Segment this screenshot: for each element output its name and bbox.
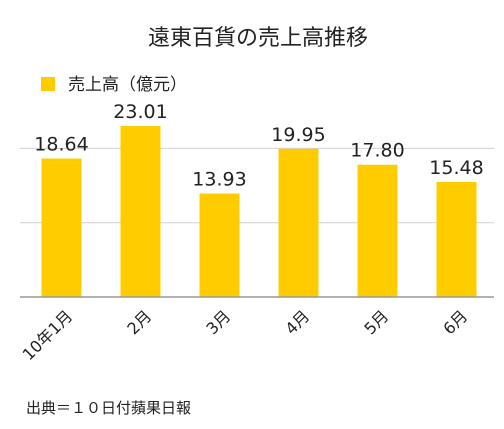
bars	[41, 126, 477, 297]
x-tick-label-1: 2月	[123, 306, 155, 338]
x-tick-label-3: 4月	[281, 306, 313, 338]
value-label-3: 19.95	[271, 124, 325, 146]
value-labels: 18.64 23.01 13.93 19.95 17.80 15.48	[34, 101, 483, 190]
x-tick-label-4: 5月	[360, 306, 392, 338]
x-tick-label-2: 3月	[202, 306, 234, 338]
chart-title: 遠東百貨の売上高推移	[148, 26, 368, 51]
x-tick-label-0: 10年1月	[19, 306, 77, 364]
value-label-1: 23.01	[113, 101, 167, 123]
bar-2	[199, 193, 240, 297]
legend-swatch	[41, 77, 55, 91]
bar-1	[120, 126, 161, 297]
source-note: 出典＝１０日付蘋果日報	[26, 399, 191, 417]
x-axis-tick-labels: 10年1月 2月 3月 4月 5月 6月	[19, 306, 472, 364]
bar-0	[41, 158, 82, 297]
gridlines	[20, 147, 494, 224]
x-tick-label-5: 6月	[439, 306, 471, 338]
bar-5	[436, 181, 477, 297]
value-label-2: 13.93	[192, 169, 246, 191]
bar-4	[357, 164, 398, 297]
legend-label: 売上高（億元）	[68, 75, 187, 95]
value-label-0: 18.64	[34, 134, 88, 156]
value-label-4: 17.80	[350, 140, 404, 162]
value-label-5: 15.48	[429, 157, 483, 179]
bar-3	[278, 148, 319, 297]
